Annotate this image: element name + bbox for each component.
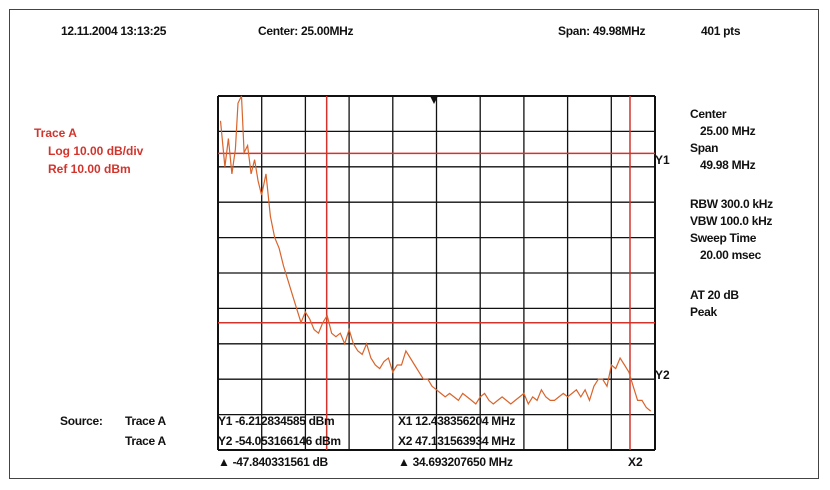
readout-delta-y: ▲ -47.840331561 dB — [218, 455, 328, 469]
plot-grid — [217, 95, 656, 451]
source-label: Source: — [60, 414, 103, 428]
side-span-value: 49.98 MHz — [700, 158, 756, 172]
side-vbw: VBW 100.0 kHz — [690, 214, 773, 228]
spectrum-trace — [219, 95, 652, 412]
side-center-value: 25.00 MHz — [700, 124, 756, 138]
header-datetime: 12.11.2004 13:13:25 — [61, 24, 167, 38]
side-rbw: RBW 300.0 kHz — [690, 197, 773, 211]
source-trace-1: Trace A — [125, 414, 166, 428]
marker-y1-label: Y1 — [655, 153, 670, 167]
trace-settings: Trace A Log 10.00 dB/div Ref 10.00 dBm — [34, 124, 143, 178]
marker-y2-label: Y2 — [655, 368, 670, 382]
marker-lines — [218, 96, 655, 450]
readout-y2: Y2 -54.053166146 dBm — [218, 434, 341, 448]
marker-x2-label: X2 — [628, 455, 643, 469]
side-sweep-value: 20.00 msec — [700, 248, 762, 262]
analyzer-display — [9, 9, 819, 479]
side-center-label: Center — [690, 107, 727, 121]
readout-x1: X1 12.438356204 MHz — [398, 414, 516, 428]
side-sweep-label: Sweep Time — [690, 231, 757, 245]
source-trace-2: Trace A — [125, 434, 166, 448]
side-detector: Peak — [690, 305, 717, 319]
side-attenuation: AT 20 dB — [690, 288, 739, 302]
readout-delta-x: ▲ 34.693207650 MHz — [398, 455, 513, 469]
trace-log-scale: Log 10.00 dB/div — [48, 144, 144, 158]
trace-name: Trace A — [34, 126, 77, 140]
header-span: Span: 49.98MHz — [558, 24, 646, 38]
center-triangle-icon — [430, 96, 438, 104]
readout-x2: X2 47.131563934 MHz — [398, 434, 516, 448]
header-center: Center: 25.00MHz — [258, 24, 354, 38]
trace-ref-level: Ref 10.00 dBm — [48, 162, 131, 176]
readout-y1: Y1 -6.212834585 dBm — [218, 414, 335, 428]
header-points: 401 pts — [701, 24, 741, 38]
side-span-label: Span — [690, 141, 719, 155]
